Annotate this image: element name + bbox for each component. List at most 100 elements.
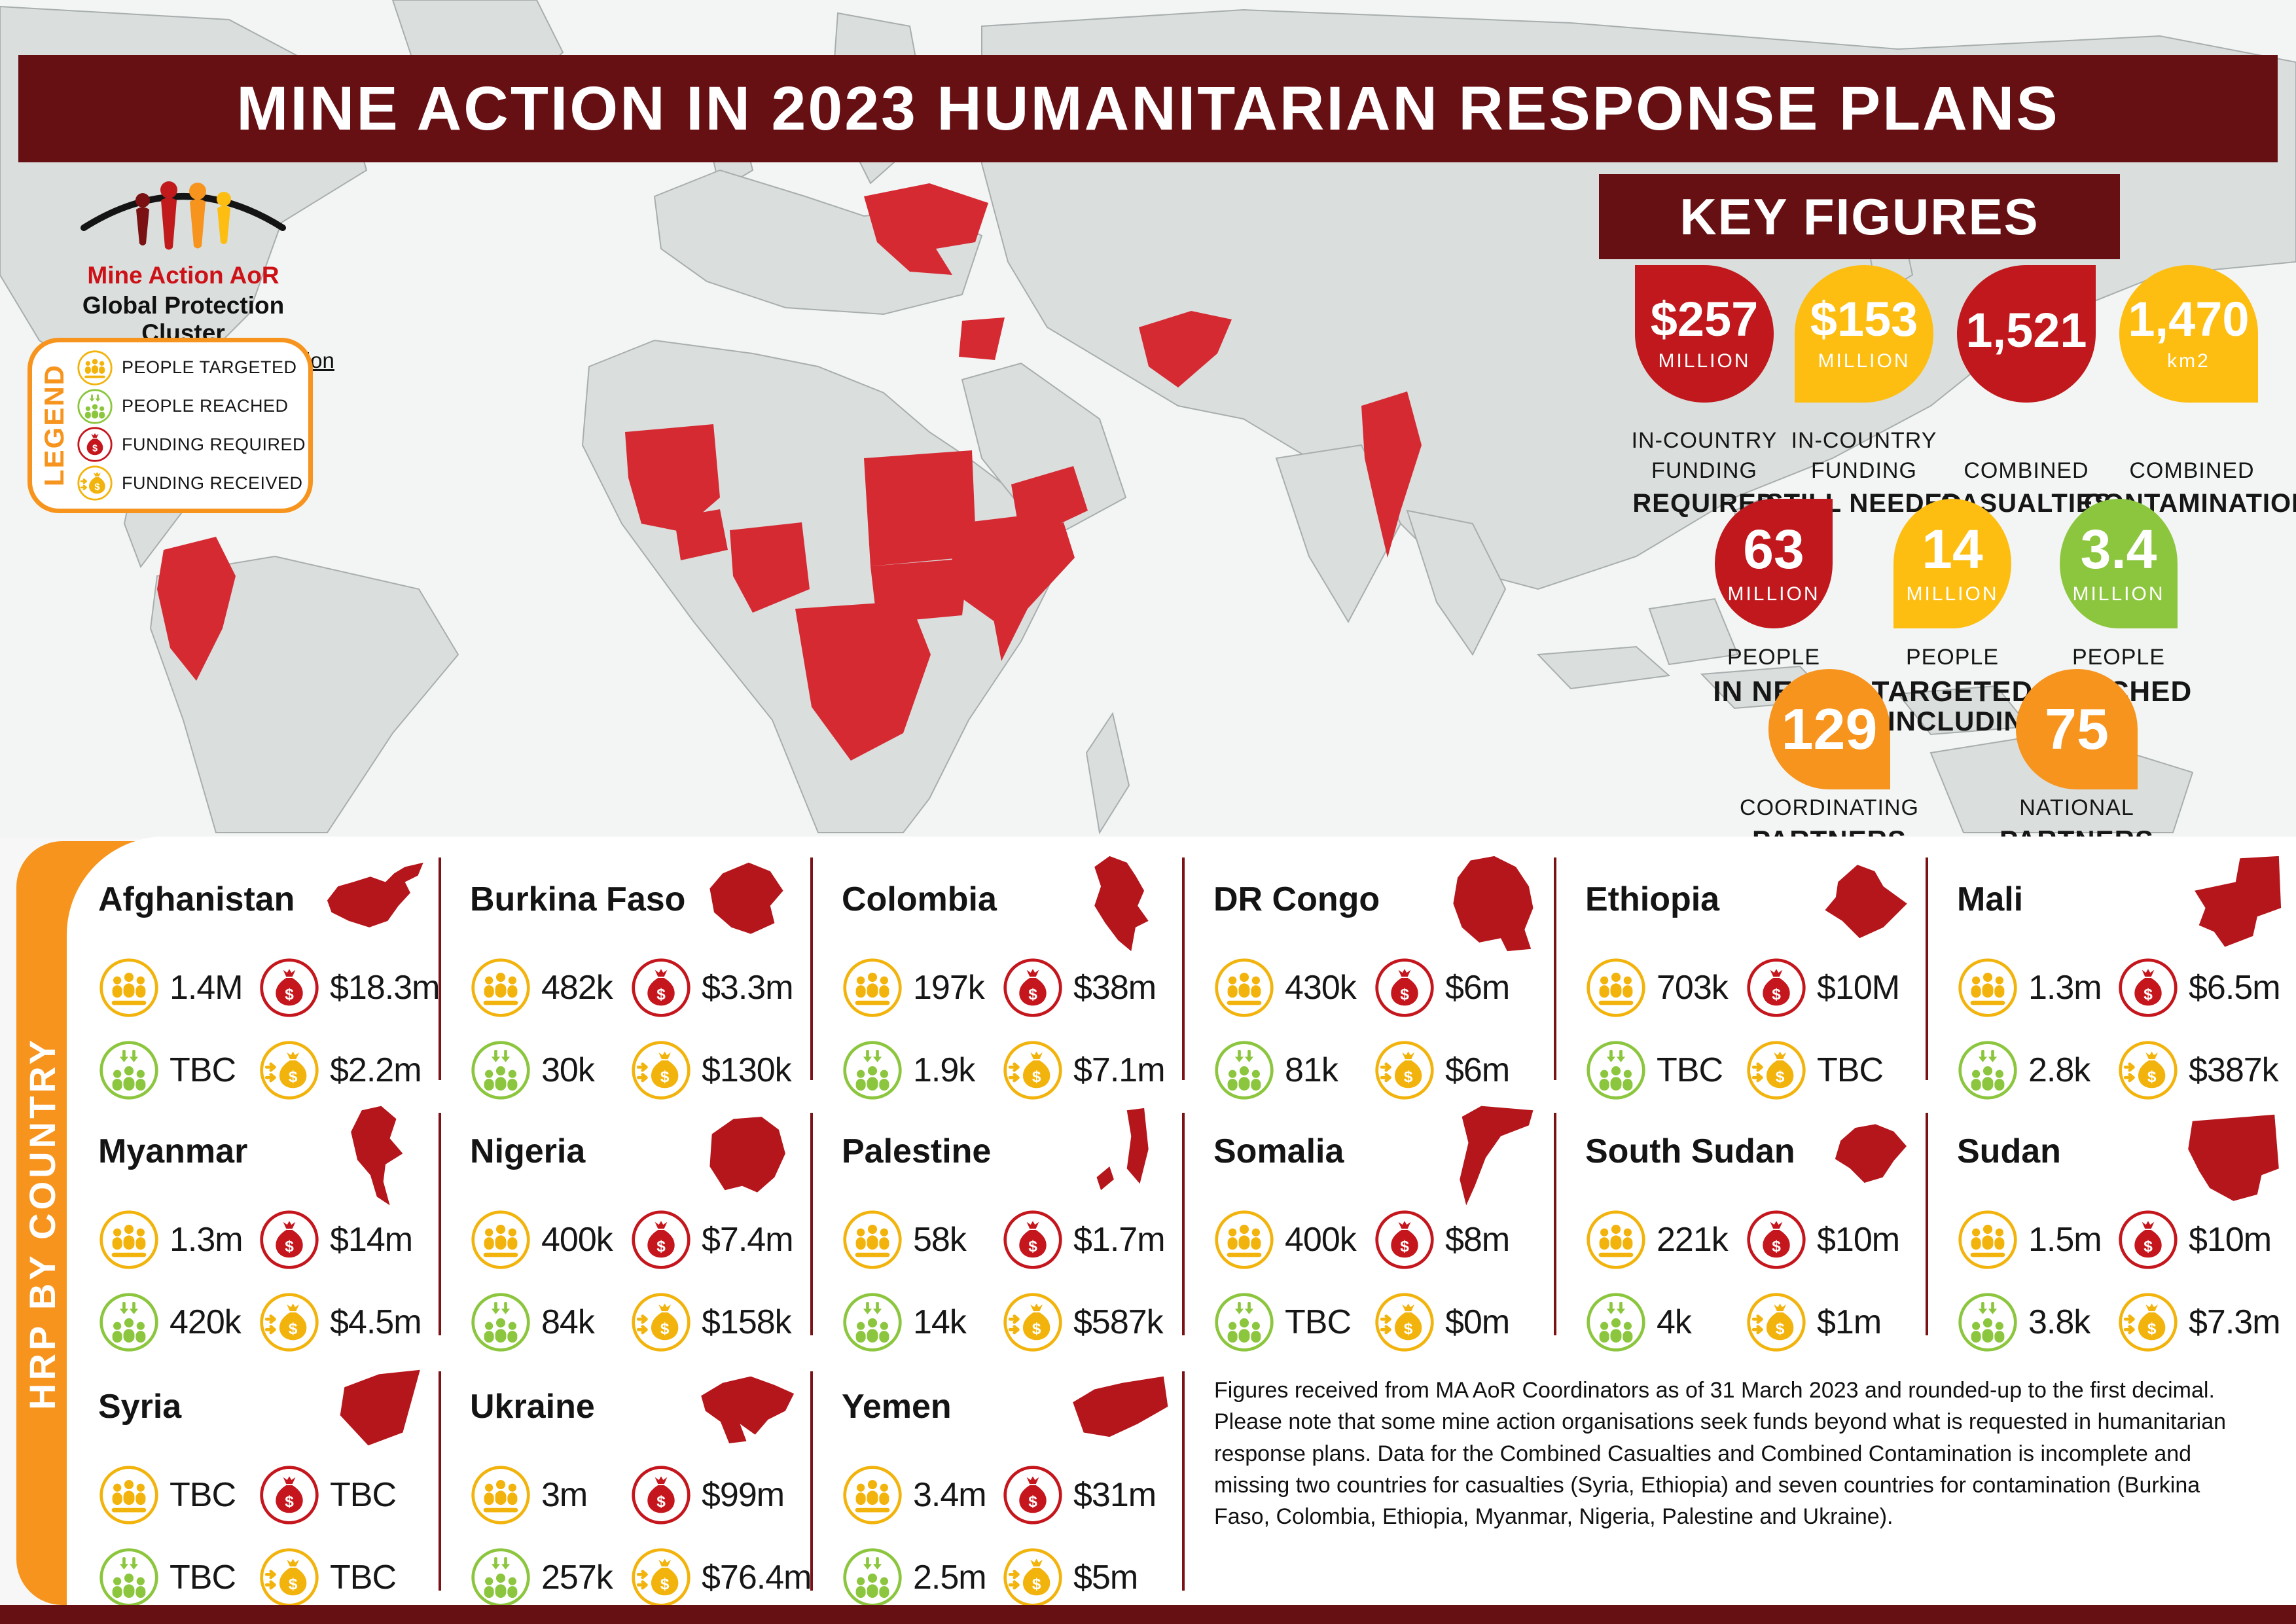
stat-people-targeted: 14 MILLION (1893, 499, 2011, 628)
stat-people-reached: 14k (842, 1291, 1002, 1353)
stat-people-targeted: 703k (1585, 957, 1746, 1019)
stat-value: 1,521 (1965, 303, 2087, 357)
country-silhouette-dr-congo (1453, 856, 1534, 952)
stat-value: 3.4 (2080, 518, 2157, 580)
stat-funding-received: TBC (1746, 1039, 1919, 1101)
funding-received-icon (630, 1291, 692, 1353)
stat-funding-required: $10M (1746, 957, 1919, 1019)
stat-people-targeted: 221k (1585, 1209, 1746, 1271)
stat-unit: MILLION (1906, 583, 1999, 605)
stat-funding-received: $4.5m (259, 1291, 432, 1353)
stat-funding-required: $14m (259, 1209, 432, 1271)
stat-value: $2.2m (330, 1051, 422, 1089)
funding-received-icon (1002, 1547, 1064, 1608)
stat-people-reached: 4k (1585, 1291, 1746, 1353)
country-name: Yemen (842, 1388, 952, 1426)
funding-required-icon (2117, 1209, 2179, 1271)
people-reached-icon (470, 1039, 531, 1101)
column-divider (1926, 1113, 1928, 1335)
stat-people-reached: TBC (1585, 1039, 1746, 1101)
country-name: Sudan (1957, 1132, 2061, 1170)
stat-people-targeted: TBC (98, 1464, 259, 1526)
funding-required-icon (2117, 957, 2179, 1019)
funding-required-icon (630, 1209, 692, 1271)
funding-required-icon (259, 957, 320, 1019)
stat-people-targeted: 58k (842, 1209, 1002, 1271)
stat-value: 420k (170, 1303, 242, 1341)
country-name: Ukraine (470, 1388, 595, 1426)
country-name: Syria (98, 1388, 182, 1426)
funding-received-icon (1374, 1039, 1435, 1101)
country-silhouette-afghanistan (327, 862, 423, 928)
stat-value: $99m (702, 1476, 785, 1514)
including-label: INCLUDING (1888, 706, 2047, 736)
funding-received-icon (1746, 1039, 1807, 1101)
stat-funding-received: $76.4m (630, 1547, 812, 1608)
country-name: Myanmar (98, 1132, 248, 1170)
funding-required-icon (1746, 957, 1807, 1019)
stat-value: 400k (541, 1221, 613, 1259)
stat-coordinating-partners: 129 (1768, 669, 1890, 789)
stat-value: TBC (170, 1559, 236, 1597)
key-figures-heading: KEY FIGURES (1599, 174, 2120, 259)
stat-value: $7.4m (702, 1221, 794, 1259)
stat-value: TBC (330, 1559, 397, 1597)
country-name: Nigeria (470, 1132, 586, 1170)
stat-funding-required: $1.7m (1002, 1209, 1175, 1271)
stat-people-targeted: 1.4M (98, 957, 259, 1019)
country-name: DR Congo (1213, 880, 1380, 918)
country-card-afghanistan: Afghanistan 1.4M $18.3m TBC $2.2m (98, 857, 440, 1096)
funding-received-icon (630, 1547, 692, 1608)
stat-value: 1.9k (913, 1051, 975, 1089)
stat-people-reached: 3.4 MILLION (2060, 499, 2178, 628)
stat-combined-casualties: 1,521 (1957, 265, 2096, 403)
legend-heading: LEGEND (38, 364, 69, 487)
stat-value: 3.8k (2028, 1303, 2090, 1341)
stat-funding-required: $7.4m (630, 1209, 804, 1271)
stat-value: $8m (1445, 1221, 1510, 1259)
legend-item-people-reached: PEOPLE REACHED (77, 388, 306, 425)
funding-received-icon (1002, 1291, 1064, 1353)
stat-people-reached: 84k (470, 1291, 630, 1353)
funding-received-icon (630, 1039, 692, 1101)
stat-value: $6m (1445, 1051, 1510, 1089)
stat-value: $5m (1073, 1559, 1138, 1597)
stat-people-targeted: 1.3m (1957, 957, 2117, 1019)
stat-funding-received: $7.3m (2117, 1291, 2291, 1353)
country-silhouette-mali (2195, 856, 2282, 947)
column-divider (1554, 1113, 1556, 1335)
stat-unit: MILLION (1727, 583, 1820, 605)
stat-unit: MILLION (1818, 350, 1910, 372)
stat-label-targeted: PEOPLE TARGETED (1871, 644, 2034, 708)
column-divider (1182, 1371, 1185, 1591)
people-reached-icon (1585, 1039, 1647, 1101)
stat-value: 4k (1657, 1303, 1692, 1341)
stat-people-reached: TBC (98, 1039, 259, 1101)
column-divider (439, 1371, 441, 1591)
stat-unit: km2 (2167, 350, 2210, 372)
funding-required-icon (259, 1209, 320, 1271)
funding-required-icon (1374, 957, 1435, 1019)
legend-item-people-targeted: PEOPLE TARGETED (77, 350, 306, 386)
stat-funding-required: $10m (1746, 1209, 1919, 1271)
country-card-burkina-faso: Burkina Faso 482k $3.3m 30k $130k (470, 857, 804, 1096)
funding-required-icon (1002, 1464, 1064, 1526)
stat-funding-received: TBC (259, 1547, 432, 1608)
country-card-ukraine: Ukraine 3m $99m 257k $76.4m (470, 1365, 812, 1604)
stat-funding-required: $6.5m (2117, 957, 2291, 1019)
people-reached-icon (77, 388, 113, 425)
people-reached-icon (1585, 1291, 1647, 1353)
legend-item-label: FUNDING REQUIRED (121, 434, 306, 454)
stat-value: 58k (913, 1221, 967, 1259)
country-card-sudan: Sudan 1.5m $10m 3.8k $7.3m (1957, 1110, 2291, 1348)
stat-people-targeted: 197k (842, 957, 1002, 1019)
country-card-dr-congo: DR Congo 430k $6m 81k $6m (1213, 856, 1547, 1096)
country-silhouette-syria (340, 1369, 420, 1446)
funding-received-icon (1374, 1291, 1435, 1353)
stat-funding-still-needed: $153 MILLION (1795, 265, 1933, 403)
stat-unit: MILLION (1658, 350, 1751, 372)
stat-value: 430k (1285, 969, 1357, 1007)
stat-people-reached: 420k (98, 1291, 259, 1353)
stat-value: $76.4m (702, 1559, 812, 1597)
stat-value: $14m (330, 1221, 413, 1259)
